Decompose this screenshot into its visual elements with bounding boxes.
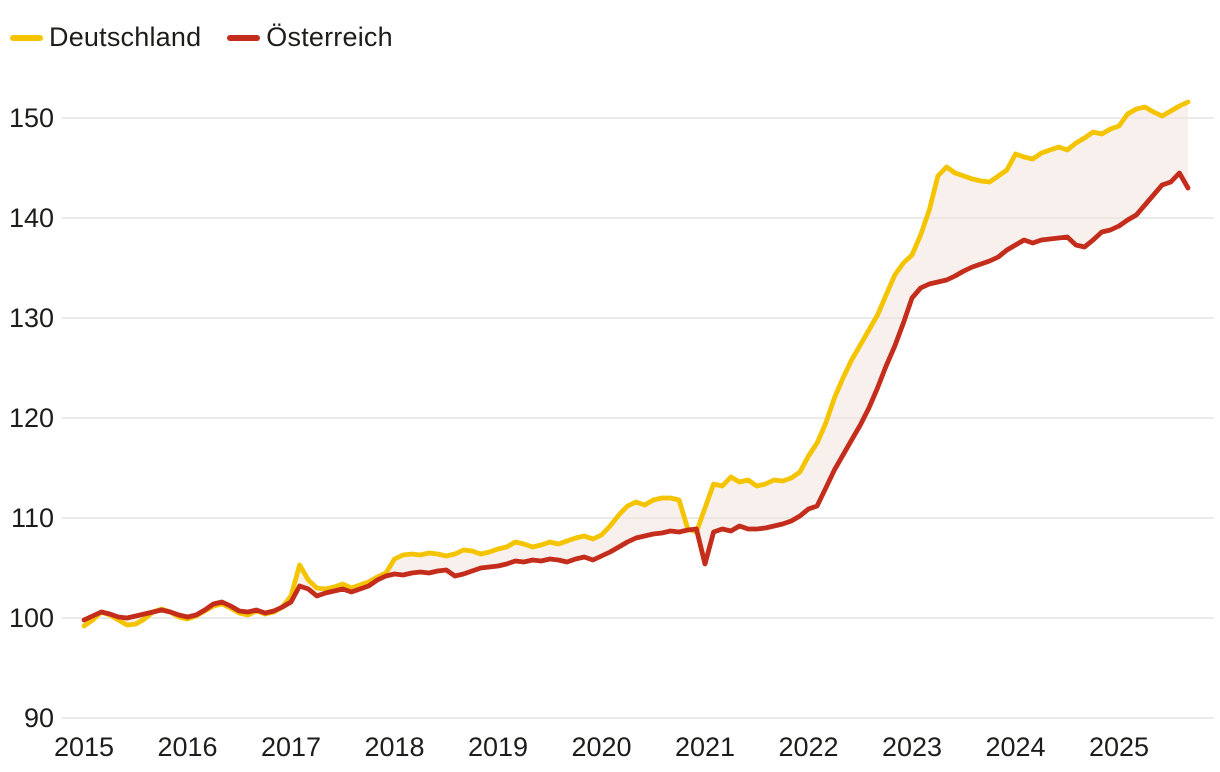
area-between-series [84, 102, 1188, 626]
x-tick-label-2021: 2021 [675, 732, 735, 762]
legend-label-deutschland: Deutschland [49, 22, 202, 52]
y-tick-label-100: 100 [9, 603, 54, 633]
x-tick-label-2024: 2024 [985, 732, 1045, 762]
x-tick-label-2023: 2023 [882, 732, 942, 762]
legend-item-oesterreich: Österreich [227, 24, 393, 51]
x-tick-label-2016: 2016 [157, 732, 217, 762]
y-tick-label-130: 130 [9, 303, 54, 333]
y-tick-label-120: 120 [9, 403, 54, 433]
x-tick-label-2025: 2025 [1089, 732, 1149, 762]
legend-item-deutschland: Deutschland [10, 24, 201, 51]
chart-legend: Deutschland Österreich [10, 24, 393, 51]
x-tick-label-2017: 2017 [261, 732, 321, 762]
y-tick-label-90: 90 [24, 703, 54, 733]
x-tick-label-2020: 2020 [571, 732, 631, 762]
y-tick-label-110: 110 [11, 503, 54, 533]
deutschland-line-swatch-icon [10, 34, 43, 41]
series-line-oesterreich [81, 170, 1191, 623]
x-tick-label-2019: 2019 [468, 732, 528, 762]
x-tick-label-2015: 2015 [54, 732, 114, 762]
x-tick-label-2022: 2022 [778, 732, 838, 762]
y-tick-label-150: 150 [9, 103, 54, 133]
x-tick-label-2018: 2018 [364, 732, 424, 762]
y-tick-label-140: 140 [9, 203, 54, 233]
legend-label-oesterreich: Österreich [266, 22, 393, 52]
oesterreich-line-swatch-icon [227, 34, 261, 41]
